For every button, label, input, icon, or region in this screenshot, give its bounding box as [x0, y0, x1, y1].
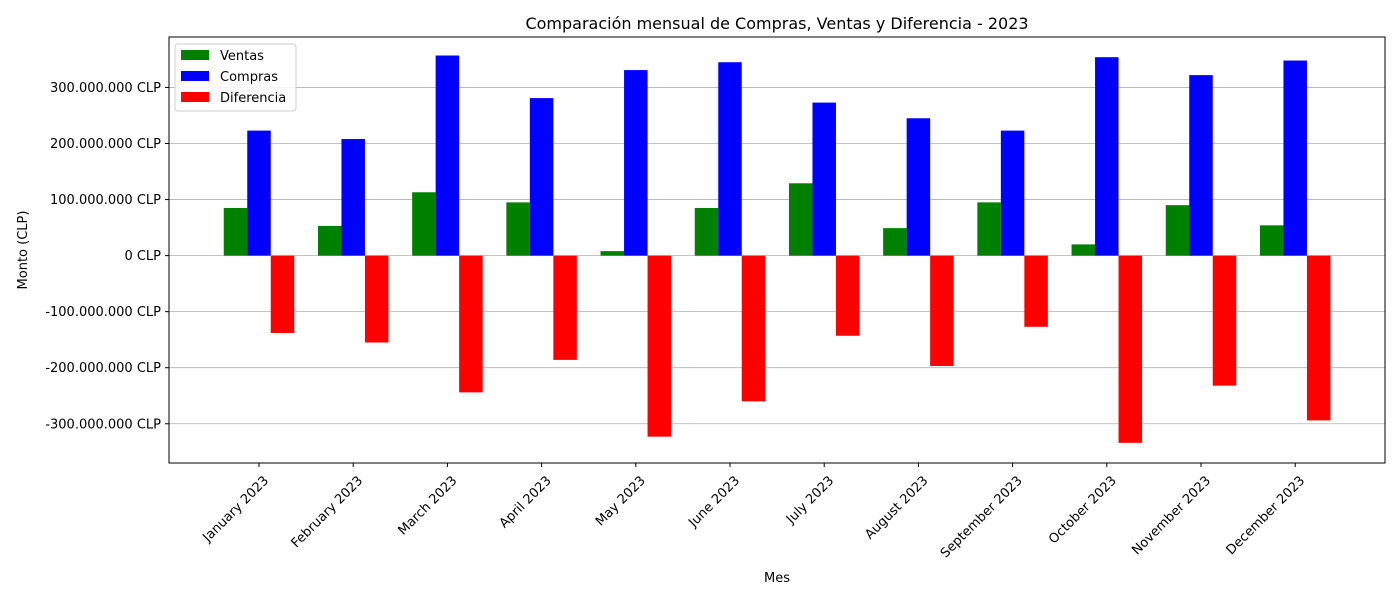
bar-diferencia-1	[270, 255, 295, 333]
x-tick-label: October 2023	[1046, 473, 1120, 547]
y-tick-label: 100.000.000 CLP	[50, 193, 161, 208]
x-axis-label: Mes	[764, 571, 790, 586]
legend-label-compras: Compras	[220, 70, 278, 85]
bar-diferencia-5	[647, 255, 672, 437]
bar-diferencia-10	[1118, 255, 1143, 443]
bar-diferencia-8	[930, 255, 954, 367]
bar-ventas-4	[506, 202, 530, 256]
x-tick-label: November 2023	[1129, 473, 1214, 558]
legend-swatch-ventas	[181, 50, 209, 60]
bar-compras-12	[1283, 60, 1307, 256]
y-tick-label: -100.000.000 CLP	[45, 305, 161, 320]
bar-diferencia-9	[1024, 255, 1048, 327]
bar-ventas-5	[600, 251, 625, 256]
bar-compras-5	[624, 70, 648, 256]
x-tick-label: September 2023	[938, 473, 1026, 561]
plot-area	[168, 36, 1386, 464]
bar-compras-4	[529, 98, 554, 256]
bar-compras-2	[341, 139, 365, 256]
bars	[223, 55, 1331, 443]
bar-compras-7	[812, 102, 836, 256]
bar-diferencia-3	[459, 255, 483, 393]
bar-diferencia-4	[553, 255, 577, 360]
bar-ventas-12	[1259, 225, 1284, 256]
bar-ventas-11	[1165, 205, 1190, 256]
y-tick-label: -200.000.000 CLP	[45, 361, 161, 376]
legend: Ventas Compras Diferencia	[174, 43, 297, 112]
bar-diferencia-6	[741, 255, 766, 402]
x-tick-label: December 2023	[1224, 473, 1309, 558]
bar-compras-8	[906, 118, 931, 256]
bar-compras-3	[435, 55, 460, 256]
x-tick-label: February 2023	[289, 473, 367, 551]
x-axis: January 2023 February 2023 March 2023 April…	[200, 463, 1309, 561]
bar-diferencia-11	[1212, 255, 1237, 386]
bar-ventas-7	[788, 183, 813, 256]
x-tick-label: April 2023	[497, 473, 555, 531]
bar-diferencia-2	[364, 255, 389, 343]
bar-ventas-8	[883, 228, 907, 256]
bar-ventas-1	[223, 207, 248, 256]
bar-ventas-9	[977, 202, 1001, 256]
bar-compras-9	[1000, 130, 1025, 256]
legend-swatch-compras	[181, 71, 209, 81]
x-tick-label: January 2023	[200, 473, 272, 545]
bar-ventas-10	[1071, 244, 1096, 256]
chart-title: Comparación mensual de Compras, Ventas y…	[525, 14, 1028, 33]
legend-label-ventas: Ventas	[220, 49, 264, 64]
x-tick-label: August 2023	[862, 473, 931, 542]
y-tick-label: 200.000.000 CLP	[50, 137, 161, 152]
y-tick-label: 0 CLP	[124, 249, 161, 264]
legend-swatch-diferencia	[181, 92, 209, 102]
x-tick-label: March 2023	[395, 473, 460, 538]
y-axis: 300.000.000 CLP 200.000.000 CLP 100.000.00…	[45, 81, 169, 432]
bar-diferencia-7	[835, 255, 860, 336]
bar-ventas-2	[317, 225, 342, 256]
bar-ventas-6	[694, 207, 719, 256]
y-axis-label: Monto (CLP)	[16, 211, 31, 290]
bar-compras-10	[1095, 57, 1119, 256]
x-tick-label: July 2023	[783, 473, 837, 527]
bar-compras-1	[247, 130, 271, 256]
y-tick-label: -300.000.000 CLP	[45, 417, 161, 432]
bar-compras-6	[718, 62, 742, 256]
x-tick-label: May 2023	[593, 473, 649, 529]
x-tick-label: June 2023	[685, 473, 743, 531]
legend-label-diferencia: Diferencia	[220, 91, 286, 106]
bar-ventas-3	[412, 192, 436, 256]
bar-diferencia-12	[1306, 255, 1331, 421]
bar-compras-11	[1189, 75, 1213, 256]
y-tick-label: 300.000.000 CLP	[50, 81, 161, 96]
